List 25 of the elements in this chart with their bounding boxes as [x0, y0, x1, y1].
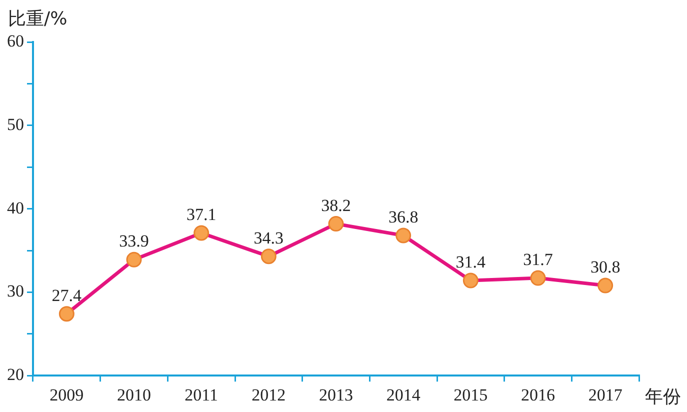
x-tick-label: 2017 [588, 385, 623, 404]
y-tick-label: 40 [7, 198, 24, 218]
y-tick-label: 20 [7, 365, 24, 384]
data-label: 34.3 [254, 228, 284, 248]
x-axis-title: 年份 [645, 386, 681, 408]
data-label: 27.4 [52, 286, 82, 305]
x-tick-label: 2012 [252, 385, 286, 404]
y-tick-label: 30 [7, 282, 24, 301]
y-tick-label: 60 [7, 31, 24, 50]
x-tick-label: 2016 [521, 385, 555, 404]
data-label: 30.8 [590, 257, 620, 276]
data-label: 33.9 [119, 232, 149, 251]
x-tick-label: 2014 [386, 385, 421, 404]
x-tick-label: 2015 [454, 385, 488, 404]
y-tick-label: 50 [7, 114, 24, 134]
x-tick-label: 2009 [50, 385, 84, 404]
x-tick-label: 2011 [184, 385, 218, 404]
data-label: 31.4 [456, 252, 486, 272]
data-label: 38.2 [321, 196, 351, 215]
x-tick-label: 2013 [319, 385, 353, 404]
x-tick-label: 2010 [117, 385, 151, 404]
data-label: 37.1 [186, 204, 216, 224]
y-axis-title: 比重/% [8, 8, 68, 30]
data-label: 36.8 [388, 207, 418, 226]
data-label: 31.7 [523, 250, 554, 269]
